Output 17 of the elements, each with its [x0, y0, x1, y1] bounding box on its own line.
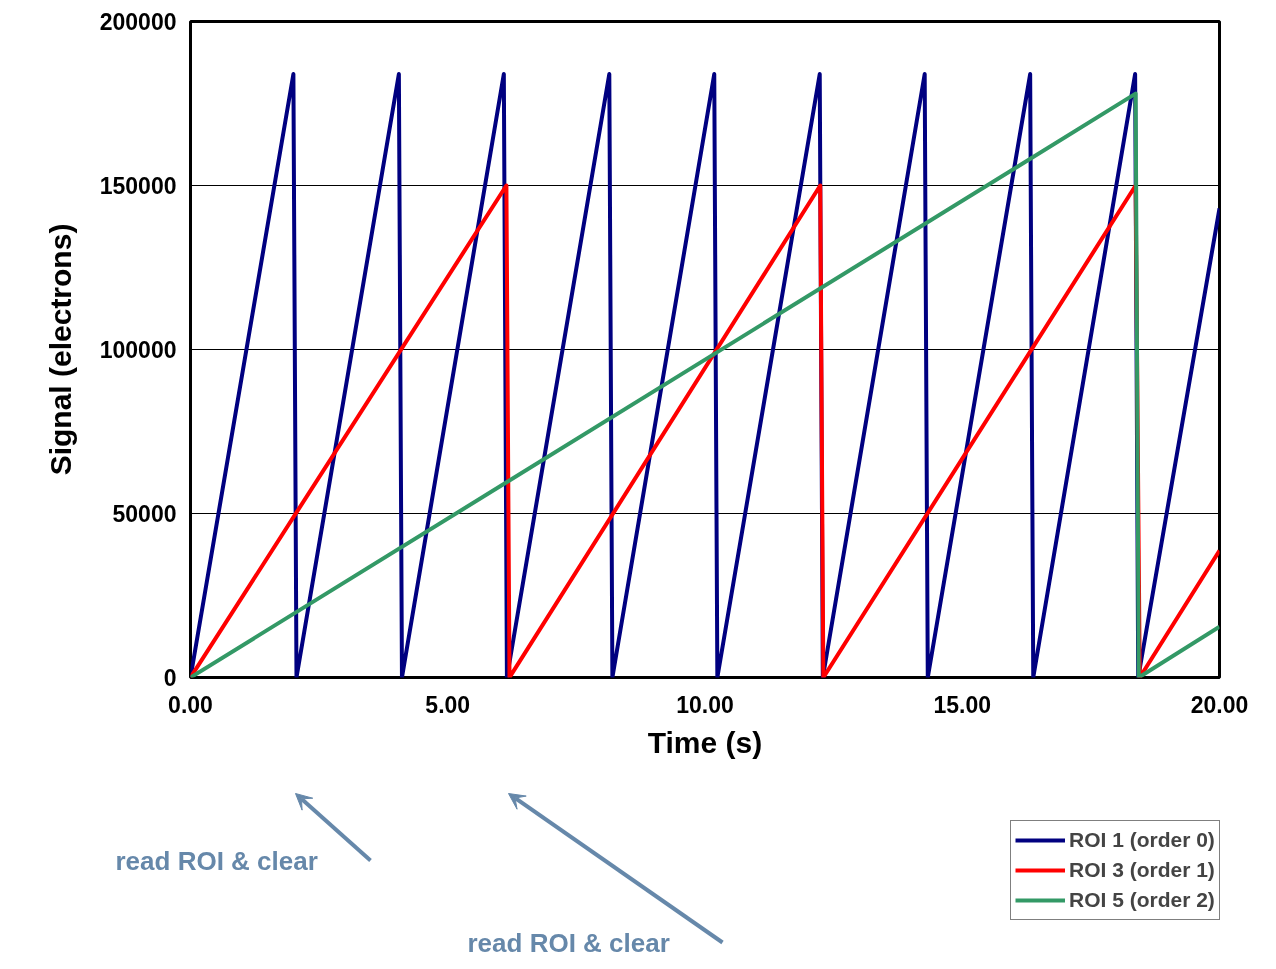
x-tick-label: 15.00 [933, 691, 992, 718]
x-axis-title: Time (s) [647, 725, 763, 759]
legend-label: ROI 1 (order 0) [1069, 827, 1215, 853]
y-tick-label: 150000 [99, 173, 177, 199]
legend-label: ROI 3 (order 1) [1069, 857, 1215, 883]
y-tick-label: 0 [163, 665, 177, 691]
x-tick-label: 20.00 [1190, 691, 1249, 718]
y-tick-label: 50000 [112, 501, 177, 527]
x-tick-label: 10.00 [676, 691, 734, 718]
y-axis-title: Signal (electrons) [43, 223, 77, 476]
y-tick-label: 200000 [99, 9, 177, 35]
text: read ROI & clear [467, 927, 670, 958]
y-tick-label: 100000 [99, 337, 177, 363]
x-tick-label: 5.00 [425, 691, 471, 718]
x-tick-label: 0.00 [168, 691, 213, 718]
legend-label: ROI 5 (order 2) [1069, 887, 1215, 913]
text: read ROI & clear [115, 845, 318, 876]
